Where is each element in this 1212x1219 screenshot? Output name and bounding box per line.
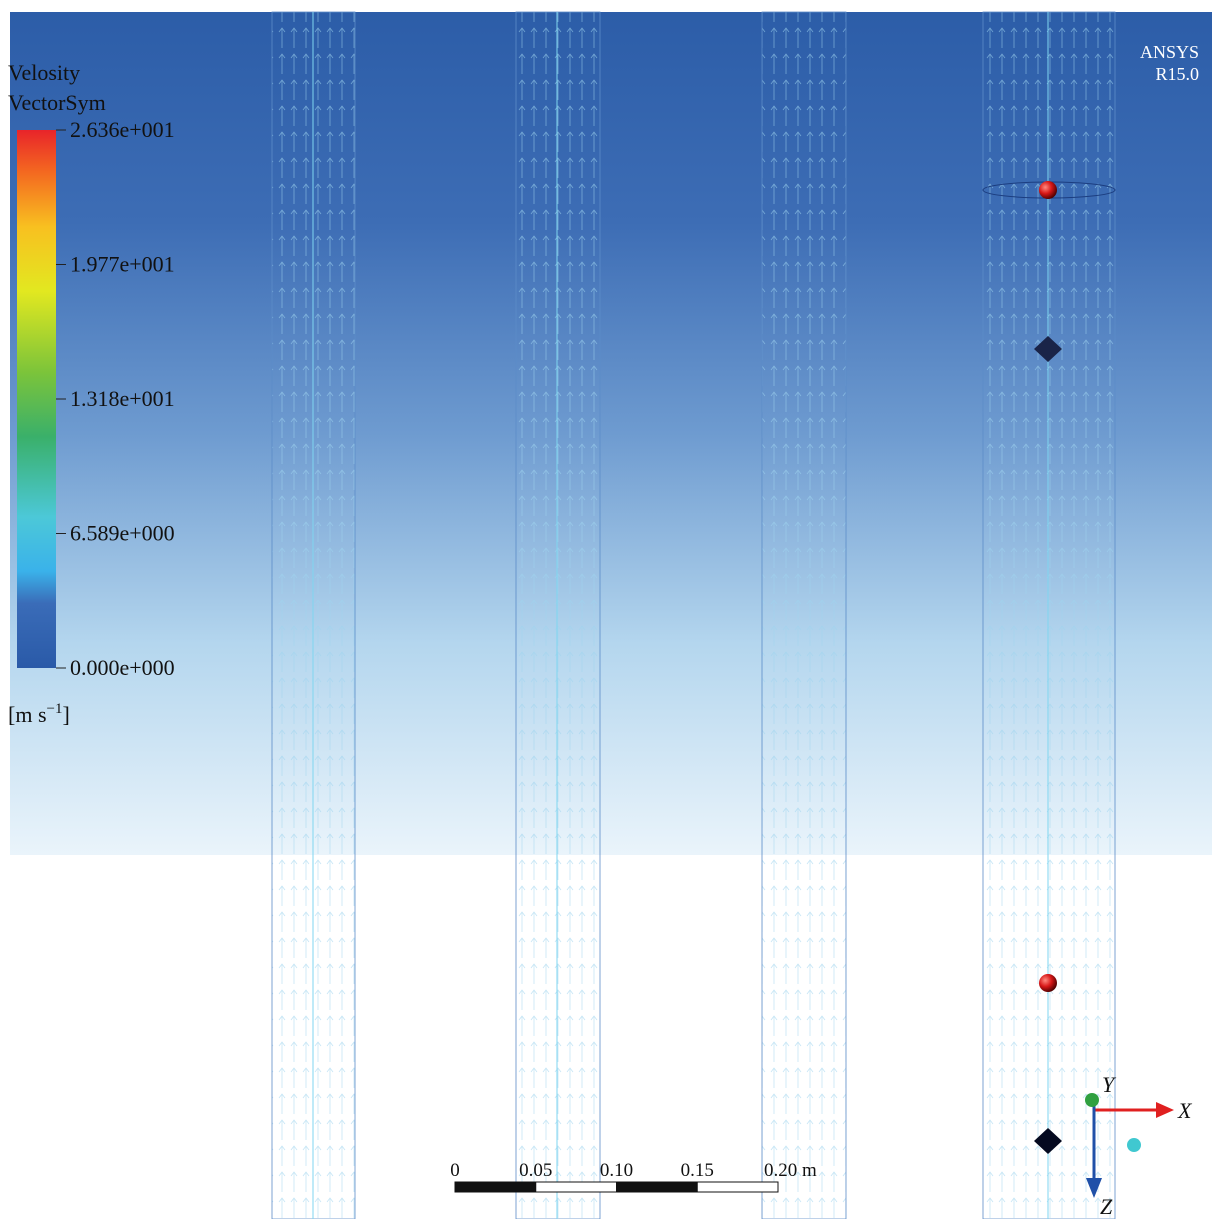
legend-label: 2.636e+001: [70, 117, 175, 142]
unit-close: ]: [62, 702, 69, 727]
view-dot: [1127, 1138, 1141, 1152]
legend-label: 6.589e+000: [70, 521, 175, 546]
scale-segment: [616, 1181, 698, 1193]
legend-title: Velosity: [8, 60, 80, 85]
diamond-probe: [1034, 1128, 1062, 1154]
unit-text: [m s: [8, 702, 47, 727]
sphere-probe: [1039, 181, 1057, 199]
triad: Y X Z: [1085, 1072, 1193, 1219]
scale-segment: [696, 1181, 779, 1193]
diamond-probe: [1034, 336, 1062, 362]
legend-label: 1.977e+001: [70, 252, 175, 277]
scale-label: 0.15: [681, 1160, 714, 1181]
columns: [271, 11, 1116, 1219]
legend-labels: 2.636e+001 1.977e+001 1.318e+001 6.589e+000…: [56, 117, 175, 680]
scale-label: 0.05: [519, 1160, 552, 1181]
color-bar: [17, 130, 56, 668]
legend-unit: [m s−1]: [8, 701, 70, 727]
unit-exponent: −1: [47, 701, 63, 717]
legend-label: 0.000e+000: [70, 655, 175, 680]
x-arrow-head: [1156, 1102, 1174, 1118]
scale-label: 0.10: [600, 1160, 633, 1181]
column: [982, 11, 1116, 1219]
scale-label: 0.20 m: [764, 1160, 817, 1181]
z-label: Z: [1100, 1194, 1113, 1219]
z-arrow-head: [1086, 1178, 1102, 1198]
brand-version: R15.0: [1155, 64, 1199, 84]
legend-label: 1.318e+001: [70, 386, 175, 411]
brand: ANSYS: [1140, 42, 1199, 62]
column: [515, 11, 601, 1219]
scale-segment: [535, 1181, 617, 1193]
scale-label: 0: [450, 1160, 460, 1181]
probes: [1034, 181, 1062, 1154]
x-label: X: [1177, 1098, 1193, 1123]
legend-title: VectorSym: [8, 90, 106, 115]
scale-bar: 0 0.05 0.10 0.15 0.20 m: [450, 1160, 817, 1193]
scale-segment: [454, 1181, 537, 1193]
sphere-probe: [1039, 974, 1057, 992]
y-label: Y: [1102, 1072, 1117, 1097]
y-axis-dot: [1085, 1093, 1099, 1107]
column: [761, 11, 847, 1219]
